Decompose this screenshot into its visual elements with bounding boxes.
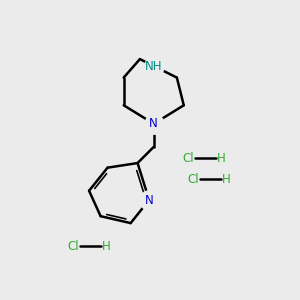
Text: Cl: Cl — [67, 240, 79, 253]
Text: Cl: Cl — [187, 173, 199, 186]
Text: H: H — [102, 240, 110, 253]
Text: H: H — [222, 173, 231, 186]
Text: Cl: Cl — [182, 152, 194, 165]
Text: H: H — [217, 152, 226, 165]
Text: N: N — [149, 117, 158, 130]
Text: NH: NH — [145, 59, 163, 73]
Text: N: N — [145, 194, 154, 206]
